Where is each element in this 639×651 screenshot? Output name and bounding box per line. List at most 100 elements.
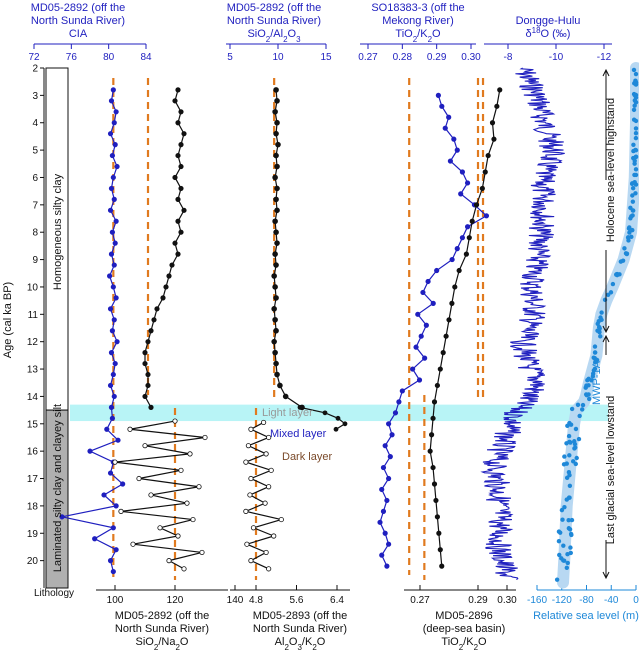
sea-level-point: [633, 148, 639, 153]
d18o-series-line: [480, 67, 565, 580]
sio2-al2o3-title-3: SiO2/Al2O3: [247, 28, 301, 44]
sio2-na2o-lower-point: [196, 484, 202, 490]
sio2-al2o3-title-1: MD05-2892 (off the: [227, 2, 322, 14]
sio2-na2o-upper-point: [148, 404, 154, 410]
sio2-na2o-lower-point: [181, 566, 187, 572]
y-axis-label: Age (cal ka BP): [2, 282, 14, 358]
sio2-al2o3-series-point: [272, 349, 278, 356]
dark-layer-label: Dark layer: [282, 451, 332, 463]
sio2-na2o-lower-point: [178, 467, 184, 473]
sio2-na2o-upper-point: [148, 328, 154, 334]
sio2-na2o-tick-label: 100: [107, 595, 124, 606]
cia-series-point: [110, 87, 116, 93]
sio2-na2o-lower-point: [199, 549, 205, 556]
y-tick-label: 12: [27, 337, 39, 348]
sea-level-point: [557, 552, 562, 558]
sio2-na2o-upper-point: [142, 360, 148, 367]
so-tio2-series-point: [416, 377, 423, 383]
axes-layer: 2 3 4 5 6 7 8 9 10 11 12 13 14 15 16 17 18 19 20 72 76 80 84 10…: [27, 43, 639, 606]
al2o3-k2o-tick-label: 4.8: [249, 595, 263, 606]
sea-level-point: [573, 461, 578, 467]
sio2-na2o-tick-label: 140: [227, 595, 244, 606]
cia-title-1: MD05-2892 (off the: [31, 2, 126, 14]
so-tio2-series-point: [387, 454, 393, 460]
cia-series-point: [110, 174, 116, 181]
md2896-series-point: [437, 547, 443, 553]
sio2-na2o-upper-point: [160, 295, 166, 301]
cia-series-point: [107, 131, 114, 137]
sio2-na2o-upper-point: [142, 350, 148, 356]
cia-series-point: [112, 360, 118, 367]
sea-level-point: [592, 350, 598, 355]
sio2-al2o3-series-point: [274, 163, 280, 170]
sio2-na2o-lower-point: [172, 418, 178, 424]
cia-series-point: [114, 339, 120, 345]
md2896-series-point: [427, 448, 433, 454]
so-tio2-series-point: [454, 246, 460, 252]
sio2-al2o3-title-2: North Sunda River): [227, 15, 321, 27]
md2896-series-point: [466, 235, 472, 241]
sio2-na2o-upper-point: [178, 142, 184, 148]
sea-level-point: [572, 445, 578, 450]
sea-level-tick-label: -120: [552, 595, 572, 606]
lithology-label: Lithology: [34, 588, 74, 599]
sio2-al2o3-tick-label: 5: [227, 52, 233, 63]
y-tick-label: 3: [32, 91, 38, 102]
cia-tick-label: 72: [28, 52, 40, 63]
al2o3-k2o-series-point: [266, 484, 272, 490]
sea-level-point: [566, 433, 572, 439]
sio2-na2o-upper-point: [172, 240, 178, 246]
sio2-na2o-upper-point: [178, 185, 184, 192]
md2896-title-1: MD05-2896: [435, 610, 492, 622]
md2896-series-point: [431, 481, 438, 487]
md2896-series-point: [434, 382, 440, 389]
cia-series-point: [113, 547, 119, 553]
cia-series-point: [109, 415, 116, 421]
sea-level-point: [556, 539, 562, 544]
y-tick-label: 15: [27, 419, 39, 430]
md2896-series-point: [482, 169, 488, 175]
sio2-na2o-lower-point: [190, 516, 196, 523]
d18o-title-1: Dongge-Hulu: [516, 15, 581, 27]
sio2-al2o3-series-point: [274, 240, 280, 246]
so-tio2-series-point: [385, 541, 392, 547]
sio2-na2o-lower-point: [112, 459, 118, 465]
sea-level-point: [633, 135, 639, 141]
cia-series-point: [113, 218, 119, 224]
cia-series-point: [107, 273, 113, 279]
sea-level-point: [631, 117, 637, 122]
sio2-na2o-upper-point: [172, 174, 178, 181]
sea-level-point: [595, 328, 600, 333]
sio2-al2o3-series-point: [273, 152, 279, 159]
so-tio2-series-point: [379, 552, 385, 558]
sea-level-point: [564, 441, 569, 446]
lowstand-label: Last glacial sea-level lowstand: [605, 396, 617, 545]
so-tio2-series-point: [415, 311, 421, 317]
sea-level-point: [562, 454, 567, 459]
lowstand-arrow-down-head: [602, 571, 610, 580]
sio2-na2o-upper-point: [145, 382, 151, 389]
sea-level-point: [630, 185, 636, 191]
sea-level-point: [568, 440, 573, 445]
md2896-series-point: [452, 284, 458, 290]
so-tio2-series-point: [384, 497, 390, 504]
al2o3-k2o-series-point: [268, 467, 274, 473]
md2896-series-point: [485, 152, 491, 159]
sio2-al2o3-series-point: [273, 87, 279, 93]
md2896-series-point: [439, 563, 445, 569]
so-tio2-series-point: [459, 235, 466, 241]
cia-series-point: [104, 426, 110, 432]
cia-series-point: [108, 404, 115, 410]
sea-level-point: [580, 402, 586, 408]
sea-level-point: [590, 374, 596, 379]
sio2-na2o-upper-point: [178, 109, 184, 115]
y-tick-label: 11: [28, 310, 39, 321]
cia-series-point: [107, 558, 114, 564]
cia-series-point: [111, 120, 117, 126]
md2896-series-point: [479, 185, 485, 192]
cia-series-point: [110, 568, 116, 575]
sea-level-point: [593, 360, 598, 365]
al2o3-k2o-title-1: MD05-2893 (off the: [253, 610, 348, 622]
sea-level-point: [617, 272, 622, 277]
